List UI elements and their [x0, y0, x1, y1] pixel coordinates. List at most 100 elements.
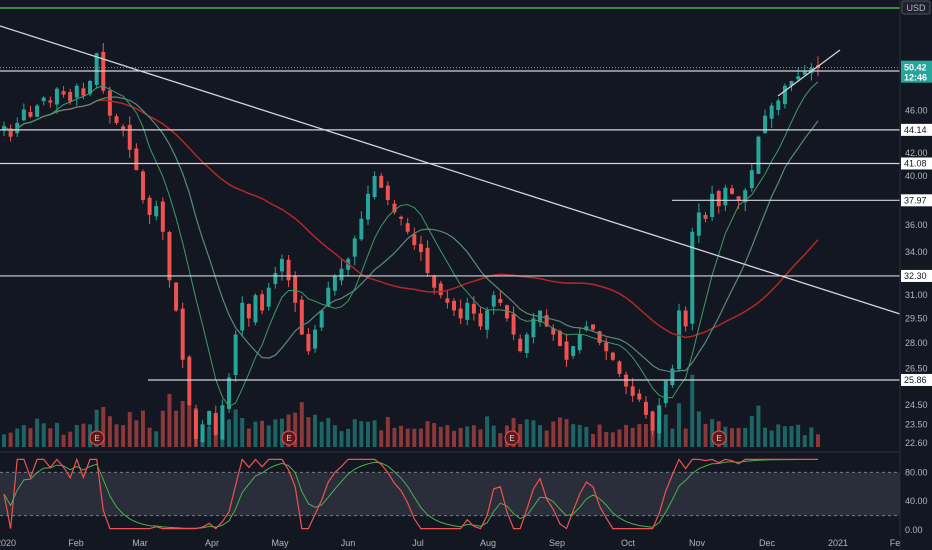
volume-bar — [107, 416, 112, 447]
candle-body — [140, 171, 145, 200]
y-tick-label: 22.60 — [905, 438, 928, 448]
volume-bar — [624, 424, 629, 447]
y-tick-label: 34.00 — [905, 247, 928, 257]
candle-body — [154, 206, 159, 217]
earnings-marker-label: E — [509, 434, 514, 443]
volume-bar — [266, 425, 271, 447]
x-tick-label: Sep — [549, 538, 565, 548]
volume-bar — [48, 428, 53, 447]
candle-body — [339, 268, 344, 281]
volume-bar — [94, 409, 99, 447]
currency-badge — [901, 0, 931, 15]
volume-bar — [293, 412, 298, 447]
oscillator-tick-label: 0.00 — [905, 525, 923, 535]
y-tick-label: 24.50 — [905, 400, 928, 410]
volume-bar — [643, 424, 648, 447]
candle-body — [432, 275, 437, 288]
volume-bar — [584, 426, 589, 447]
candle-body — [643, 401, 648, 415]
volume-bar — [372, 420, 377, 447]
candle-body — [452, 300, 457, 311]
candle-body — [200, 424, 205, 443]
candle-body — [293, 276, 298, 303]
candle-body — [498, 299, 503, 303]
volume-bar — [531, 420, 536, 447]
oscillator-d-line — [3, 459, 818, 529]
volume-bar — [306, 417, 311, 447]
candle-body — [233, 334, 238, 376]
volume-bar — [809, 427, 814, 447]
volume-bar — [35, 418, 40, 447]
volume-bar — [637, 424, 642, 447]
candle-body — [478, 313, 483, 327]
candle-body — [260, 294, 265, 311]
candle-body — [617, 361, 622, 374]
x-tick-label: 2021 — [828, 538, 848, 548]
candle-body — [650, 411, 655, 431]
candle-body — [107, 90, 112, 116]
volume-bar — [385, 417, 390, 447]
volume-bar — [677, 403, 682, 447]
candle-body — [445, 298, 450, 303]
volume-bar — [425, 421, 430, 447]
volume-bar — [352, 419, 357, 447]
candle-body — [127, 124, 132, 150]
candle-body — [405, 223, 410, 232]
volume-bar — [134, 420, 139, 447]
candle-body — [756, 136, 761, 174]
candle-body — [465, 302, 470, 320]
candle-body — [279, 258, 284, 272]
x-tick-label: May — [271, 538, 289, 548]
candle-body — [365, 193, 370, 220]
candle-body — [716, 191, 721, 207]
volume-bar — [28, 428, 33, 447]
level-label: 32.30 — [904, 271, 927, 281]
volume-bar — [180, 401, 185, 447]
volume-bar — [498, 433, 503, 447]
volume-bar — [796, 424, 801, 447]
volume-bar — [604, 432, 609, 447]
candle-body — [710, 193, 715, 217]
candle-body — [385, 185, 390, 200]
candle-body — [273, 273, 278, 284]
candle-body — [418, 243, 423, 252]
candle-body — [8, 128, 13, 137]
candle-body — [352, 238, 357, 257]
candle-body — [372, 175, 377, 197]
candle-body — [531, 318, 536, 338]
candle-body — [637, 393, 642, 400]
x-tick-label: Feb — [68, 538, 84, 548]
candle-body — [557, 331, 562, 347]
trendlines — [0, 25, 901, 315]
volume-bar — [736, 427, 741, 447]
volume-bar — [8, 432, 13, 447]
candle-body — [657, 405, 662, 434]
candle-body — [48, 100, 53, 103]
candle-body — [504, 305, 509, 319]
time-axis: 2020 Feb Mar Apr May Jun Jul Aug Sep Oct Nov Dec 202… — [0, 536, 900, 550]
candle-body — [2, 126, 6, 131]
candle-body — [597, 331, 602, 343]
candle-body — [253, 295, 258, 323]
volume-bar — [776, 424, 781, 447]
volume-bar — [187, 405, 192, 447]
volume-bar — [359, 421, 364, 447]
level-label-bg — [901, 373, 932, 386]
volume-bar — [478, 429, 483, 447]
volume-bar — [452, 430, 457, 447]
y-tick-label: 28.00 — [905, 338, 928, 348]
candle-body — [491, 295, 496, 307]
x-tick-label: Jun — [341, 538, 356, 548]
candle-body — [438, 283, 443, 296]
candle-body — [160, 201, 165, 232]
x-tick-label: 2020 — [0, 538, 16, 548]
candle-body — [326, 287, 331, 306]
candle-body — [174, 282, 179, 311]
oscillator-tick-label: 40.00 — [905, 496, 928, 506]
candle-body — [88, 81, 93, 95]
candle-body — [187, 356, 192, 406]
candles — [2, 42, 820, 447]
volume-bar — [491, 425, 496, 447]
